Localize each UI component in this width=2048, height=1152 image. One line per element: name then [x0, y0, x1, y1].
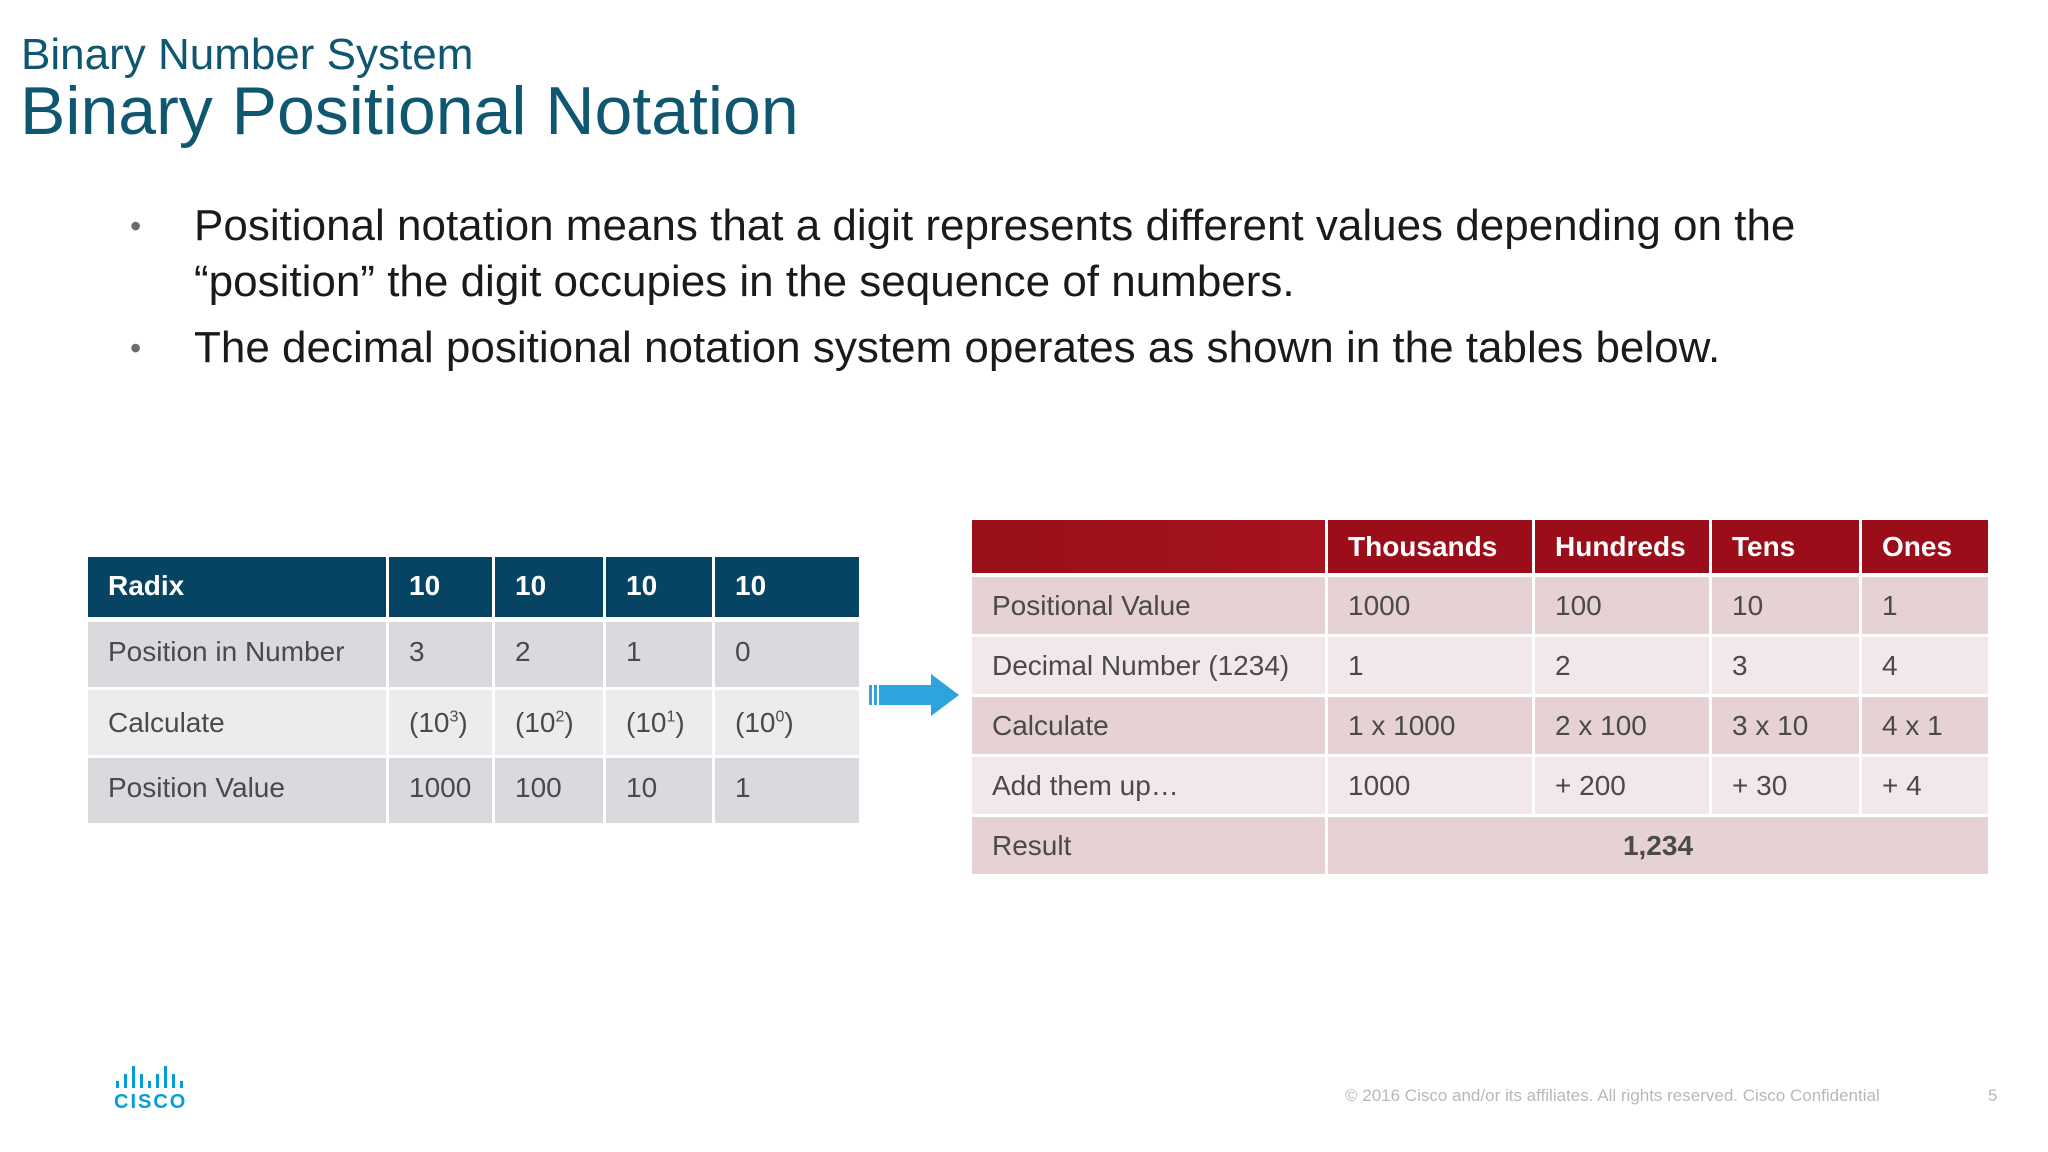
- table-cell: (100): [715, 690, 859, 758]
- bullet-dot-icon: •: [130, 208, 142, 244]
- table-header-cell: Hundreds: [1535, 520, 1712, 577]
- calc-base: (10: [735, 706, 776, 738]
- table-cell: Decimal Number (1234): [972, 637, 1328, 697]
- bullet-dot-icon: •: [130, 330, 142, 366]
- table-cell: 0: [715, 622, 859, 690]
- bullet-list: • Positional notation means that a digit…: [124, 198, 1984, 386]
- table-cell: Calculate: [88, 690, 389, 758]
- table-header-cell: Ones: [1862, 520, 1988, 577]
- calc-base: (10: [515, 706, 556, 738]
- cisco-logo: CISCO: [114, 1066, 198, 1114]
- table-cell: + 200: [1535, 757, 1712, 817]
- table-cell: 1000: [1328, 757, 1535, 817]
- calc-exponent: 2: [555, 708, 565, 726]
- table-cell: 1: [606, 622, 715, 690]
- table-header-cell: 10: [606, 557, 715, 622]
- table-cell: (103): [389, 690, 495, 758]
- table-cell: Add them up…: [972, 757, 1328, 817]
- table-cell: 1 x 1000: [1328, 697, 1535, 757]
- table-cell: 3: [389, 622, 495, 690]
- table-cell: + 4: [1862, 757, 1988, 817]
- calc-close: ): [564, 706, 574, 738]
- bullet-text: Positional notation means that a digit r…: [194, 201, 1796, 306]
- table-header-row: Thousands Hundreds Tens Ones: [972, 520, 1988, 577]
- cisco-bars-icon: [116, 1066, 198, 1088]
- table-cell: + 30: [1712, 757, 1862, 817]
- calc-close: ): [675, 706, 685, 738]
- table-cell: 4: [1862, 637, 1988, 697]
- table-row-result: Result 1,234: [972, 817, 1988, 877]
- table-header-cell: 10: [495, 557, 606, 622]
- table-cell: 1000: [389, 758, 495, 826]
- bullet-item: • Positional notation means that a digit…: [124, 198, 1984, 310]
- table-row: Add them up… 1000 + 200 + 30 + 4: [972, 757, 1988, 817]
- calc-exponent: 1: [666, 708, 676, 726]
- table-cell: 3: [1712, 637, 1862, 697]
- table-header-row: Radix 10 10 10 10: [88, 557, 859, 622]
- table-cell: 100: [495, 758, 606, 826]
- table-cell: 4 x 1: [1862, 697, 1988, 757]
- calc-base: (10: [626, 706, 667, 738]
- bullet-text: The decimal positional notation system o…: [194, 323, 1721, 372]
- table-cell: (101): [606, 690, 715, 758]
- table-cell: 1: [715, 758, 859, 826]
- cisco-logo-text: CISCO: [114, 1091, 188, 1113]
- table-header-cell: Thousands: [1328, 520, 1535, 577]
- table-cell: (102): [495, 690, 606, 758]
- calc-close: ): [458, 706, 468, 738]
- table-cell: 1: [1862, 577, 1988, 637]
- table-header-cell: 10: [715, 557, 859, 622]
- table-cell: 1000: [1328, 577, 1535, 637]
- bullet-item: • The decimal positional notation system…: [124, 320, 1984, 376]
- table-header-cell: 10: [389, 557, 495, 622]
- right-arrow-icon: [869, 674, 959, 716]
- table-header-cell: Tens: [1712, 520, 1862, 577]
- table-cell: 2: [495, 622, 606, 690]
- table-cell: Calculate: [972, 697, 1328, 757]
- page-number: 5: [1988, 1086, 1998, 1105]
- table-header-cell: Radix: [88, 557, 389, 622]
- table-row: Position Value 1000 100 10 1: [88, 758, 859, 826]
- calc-exponent: 3: [449, 708, 459, 726]
- table-cell: 10: [606, 758, 715, 826]
- calc-close: ): [784, 706, 794, 738]
- table-cell: 2 x 100: [1535, 697, 1712, 757]
- table-header-cell: [972, 520, 1328, 577]
- table-cell: Position in Number: [88, 622, 389, 690]
- table-cell: 3 x 10: [1712, 697, 1862, 757]
- calc-base: (10: [409, 706, 450, 738]
- positional-value-table: Thousands Hundreds Tens Ones Positional …: [972, 520, 1988, 877]
- table-cell: 2: [1535, 637, 1712, 697]
- table-cell: 100: [1535, 577, 1712, 637]
- result-label: Result: [972, 817, 1328, 877]
- slide-title: Binary Positional Notation: [20, 73, 799, 149]
- table-cell: Position Value: [88, 758, 389, 826]
- copyright-notice: © 2016 Cisco and/or its affiliates. All …: [1345, 1086, 1880, 1105]
- table-row: Calculate (103) (102) (101) (100): [88, 690, 859, 758]
- section-subtitle: Binary Number System: [21, 30, 474, 79]
- calc-exponent: 0: [775, 708, 785, 726]
- radix-table: Radix 10 10 10 10 Position in Number 3 2…: [88, 557, 859, 826]
- table-row: Positional Value 1000 100 10 1: [972, 577, 1988, 637]
- table-row: Decimal Number (1234) 1 2 3 4: [972, 637, 1988, 697]
- table-cell: 10: [1712, 577, 1862, 637]
- table-row: Calculate 1 x 1000 2 x 100 3 x 10 4 x 1: [972, 697, 1988, 757]
- table-cell: 1: [1328, 637, 1535, 697]
- table-cell: Positional Value: [972, 577, 1328, 637]
- result-value: 1,234: [1328, 817, 1988, 877]
- table-row: Position in Number 3 2 1 0: [88, 622, 859, 690]
